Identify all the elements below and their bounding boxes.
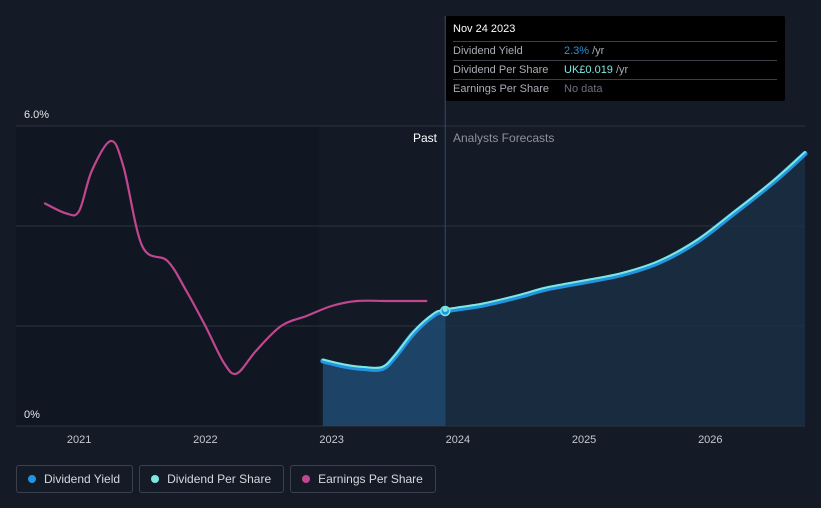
legend-label: Dividend Yield xyxy=(44,472,121,486)
tooltip-date: Nov 24 2023 xyxy=(453,23,516,35)
x-tick-label: 2024 xyxy=(446,434,470,446)
x-tick-label: 2022 xyxy=(193,434,217,446)
tooltip-row-dividend-per-share: Dividend Per Share UK£0.019 /yr xyxy=(453,60,777,79)
dividend-per-share-marker xyxy=(442,307,448,312)
dividend-yield-dot-icon xyxy=(28,475,36,483)
x-tick-label: 2023 xyxy=(319,434,343,446)
tooltip-value: UK£0.019 xyxy=(564,64,613,76)
tooltip-label: Earnings Per Share xyxy=(453,83,549,95)
legend-item-dividend-per-share[interactable]: Dividend Per Share xyxy=(139,465,285,493)
legend-label: Dividend Per Share xyxy=(167,472,272,486)
tooltip-label: Dividend Yield xyxy=(453,45,523,57)
tooltip-unit: /yr xyxy=(592,45,605,57)
legend: Dividend Yield Dividend Per Share Earnin… xyxy=(16,465,436,493)
x-tick-label: 2021 xyxy=(67,434,91,446)
tooltip-label: Dividend Per Share xyxy=(453,64,549,76)
tooltip-value: 2.3% xyxy=(564,45,590,57)
legend-label: Earnings Per Share xyxy=(318,472,423,486)
x-tick-label: 2026 xyxy=(698,434,722,446)
tooltip-row-dividend-yield: Dividend Yield 2.3% /yr xyxy=(453,41,777,60)
y-tick-bottom: 0% xyxy=(24,409,40,421)
past-label: Past xyxy=(413,131,438,145)
past-background-region xyxy=(16,126,319,426)
dividend-per-share-line xyxy=(321,151,806,369)
tooltip-unit: /yr xyxy=(615,64,629,76)
legend-item-dividend-yield[interactable]: Dividend Yield xyxy=(16,465,134,493)
forecast-label: Analysts Forecasts xyxy=(453,131,554,145)
earnings-per-share-line xyxy=(43,139,428,376)
dividend-per-share-dot-icon xyxy=(151,475,160,483)
legend-item-earnings-per-share[interactable]: Earnings Per Share xyxy=(290,465,436,493)
tooltip: Nov 24 2023 Dividend Yield 2.3% /yr Divi… xyxy=(446,16,785,101)
y-tick-top: 6.0% xyxy=(24,109,49,121)
earnings-per-share-dot-icon xyxy=(302,475,311,483)
x-tick-label: 2025 xyxy=(572,434,596,446)
tooltip-value: No data xyxy=(564,83,603,95)
dividend-yield-line xyxy=(320,151,808,372)
tooltip-row-earnings-per-share: Earnings Per Share No data xyxy=(453,79,777,98)
